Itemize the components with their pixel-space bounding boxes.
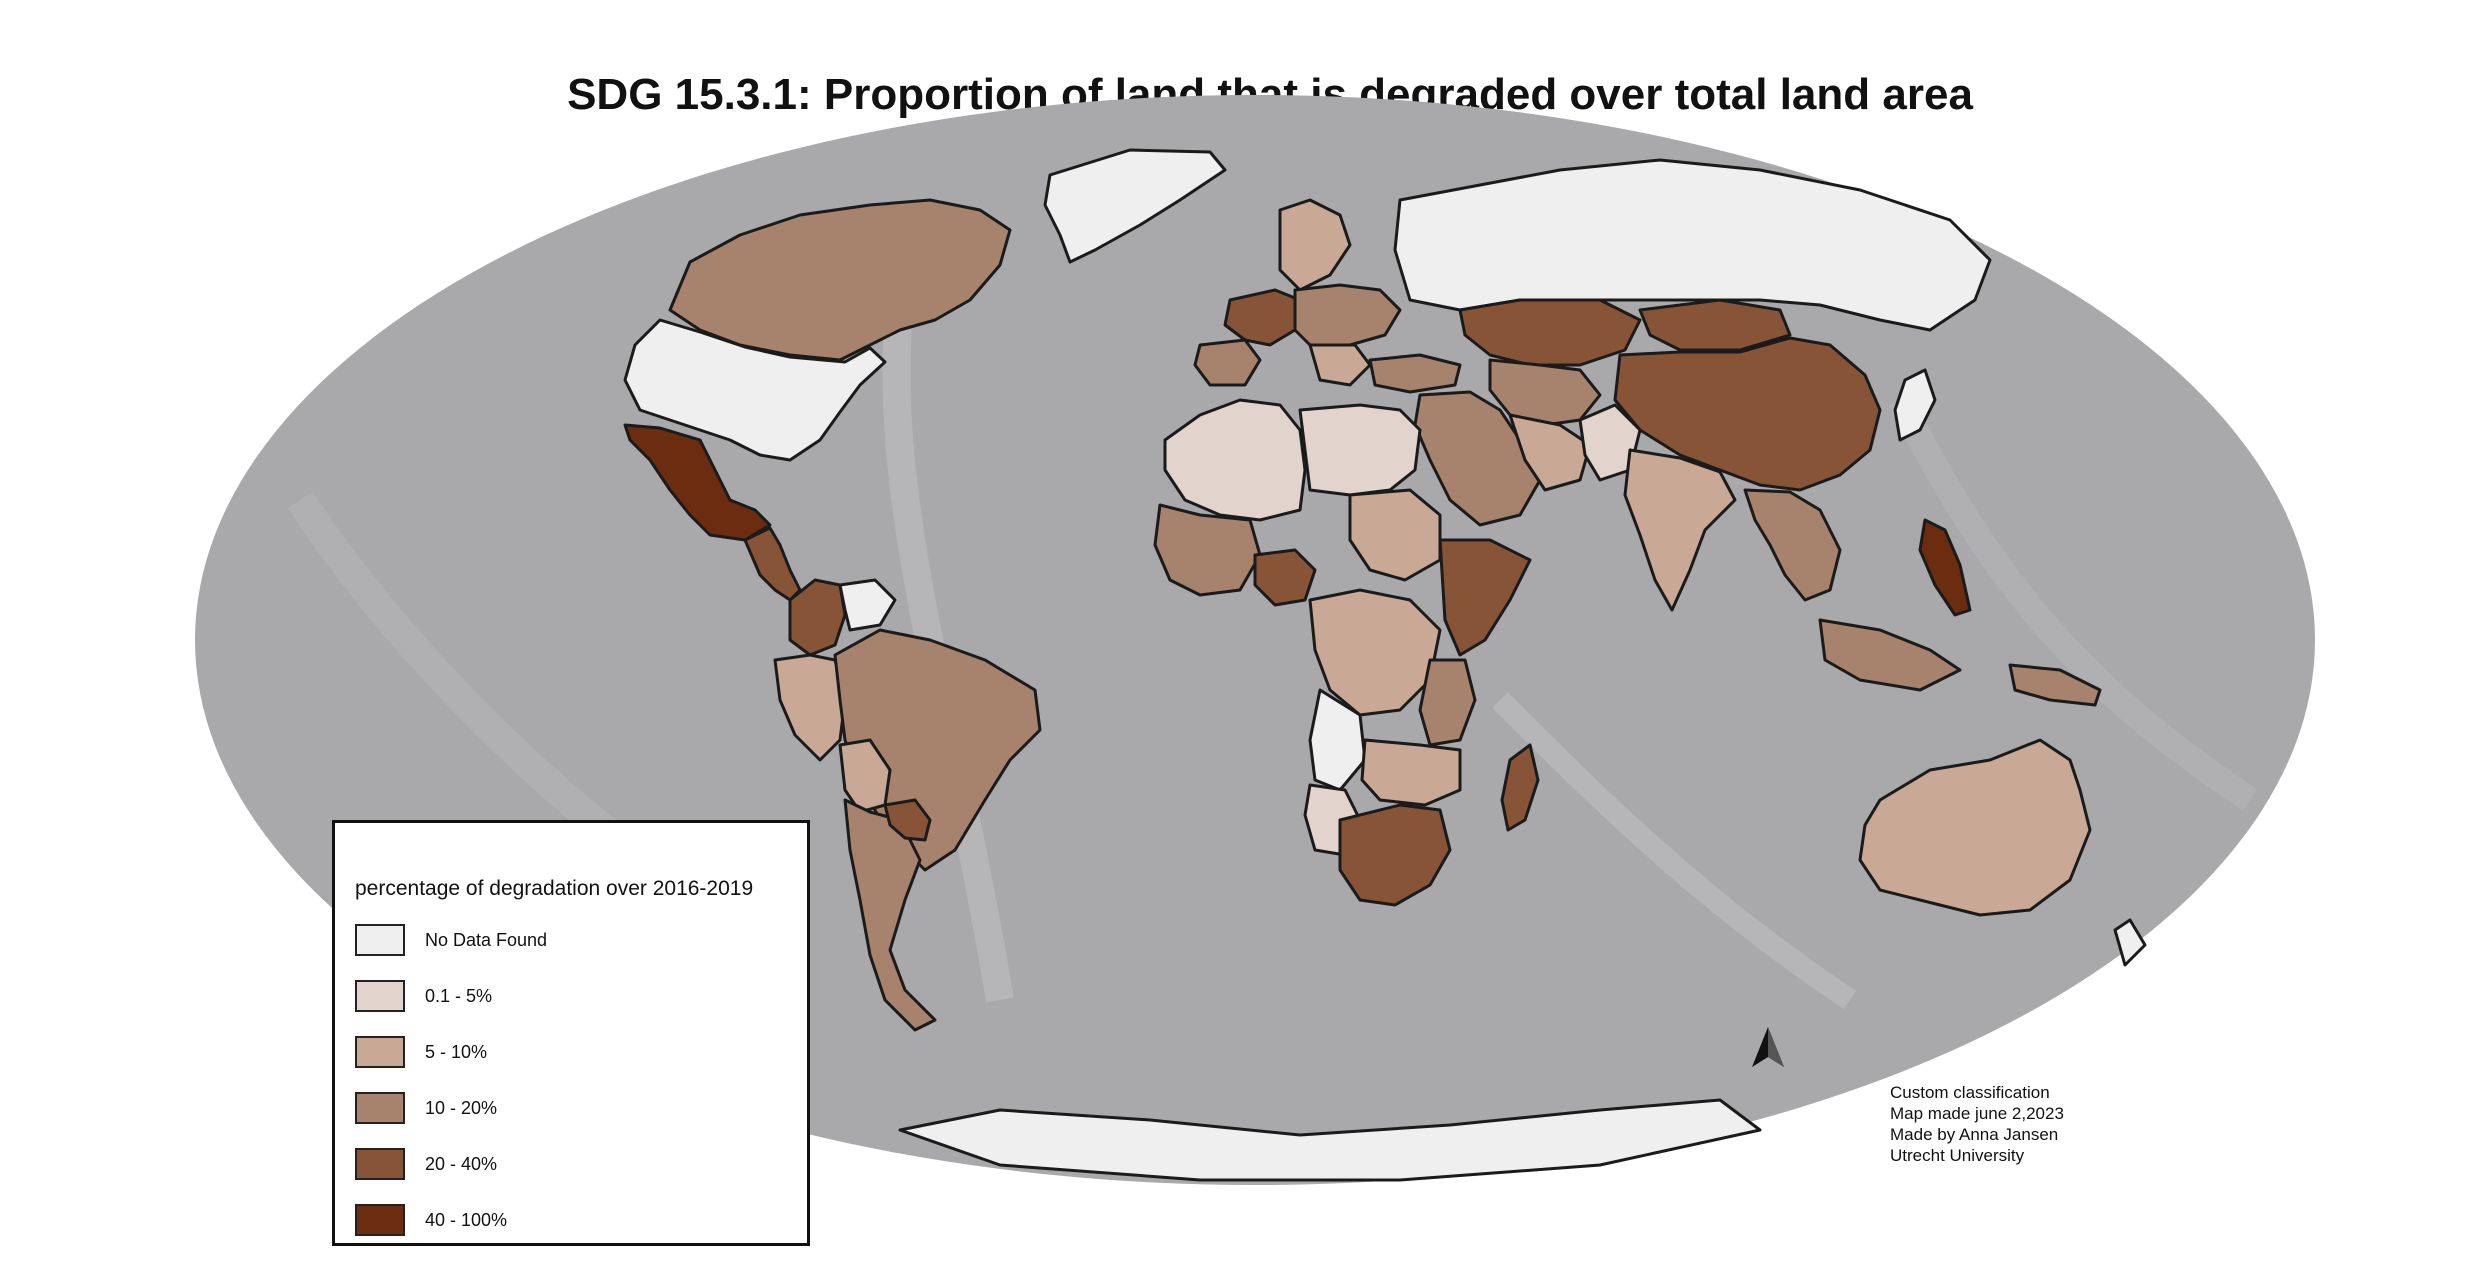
madagascar bbox=[1500, 743, 1540, 832]
horn-of-africa bbox=[1438, 538, 1532, 657]
southern-africa-north bbox=[1360, 738, 1462, 807]
legend-swatch-no-data bbox=[355, 924, 405, 956]
india bbox=[1623, 448, 1737, 612]
scandinavia bbox=[1278, 198, 1352, 292]
southeast-asia bbox=[1743, 488, 1842, 602]
indonesia bbox=[1818, 618, 1962, 692]
legend-item: 20 - 40% bbox=[355, 1147, 497, 1181]
australia bbox=[1858, 738, 2092, 917]
middle-east bbox=[1413, 390, 1542, 527]
legend-swatch-class-3 bbox=[355, 1092, 405, 1124]
credits-date: Map made june 2,2023 bbox=[1890, 1104, 2064, 1123]
central-africa bbox=[1308, 588, 1442, 717]
colombia bbox=[788, 578, 847, 657]
legend-title: percentage of degradation over 2016-2019 bbox=[355, 877, 754, 900]
southern-africa bbox=[1338, 803, 1452, 907]
credits-institution: Utrecht University bbox=[1890, 1146, 2025, 1165]
north-arrow-icon bbox=[1752, 1027, 1784, 1067]
legend-swatch-class-4 bbox=[355, 1148, 405, 1180]
ocean-relief bbox=[287, 298, 2258, 1010]
credits-author: Made by Anna Jansen bbox=[1890, 1125, 2059, 1144]
peru bbox=[773, 653, 847, 762]
sudan bbox=[1348, 488, 1442, 582]
north-africa-west bbox=[1163, 398, 1307, 522]
legend-swatch-class-2 bbox=[355, 1036, 405, 1068]
iberia bbox=[1193, 338, 1262, 387]
turkey bbox=[1368, 353, 1462, 394]
legend-item: No Data Found bbox=[355, 923, 547, 957]
central-america bbox=[743, 526, 802, 602]
west-africa bbox=[1153, 503, 1262, 597]
legend-item: 5 - 10% bbox=[355, 1035, 487, 1069]
europe-central bbox=[1293, 283, 1402, 347]
china bbox=[1613, 336, 1882, 492]
north-africa-east bbox=[1298, 403, 1422, 497]
legend-item: 0.1 - 5% bbox=[355, 979, 492, 1013]
legend-label: No Data Found bbox=[425, 929, 548, 950]
japan bbox=[1893, 368, 1937, 442]
balkans bbox=[1308, 343, 1372, 387]
legend-swatch-class-5 bbox=[355, 1204, 405, 1236]
legend-label: 0.1 - 5% bbox=[425, 985, 493, 1006]
legend-label: 10 - 20% bbox=[425, 1097, 498, 1118]
philippines bbox=[1918, 518, 1972, 617]
legend: percentage of degradation over 2016-2019… bbox=[332, 820, 810, 1246]
uruguay bbox=[883, 798, 932, 842]
antarctica bbox=[898, 1098, 1762, 1182]
new-zealand bbox=[2113, 918, 2147, 967]
kazakhstan bbox=[1458, 298, 1642, 367]
credits-classification: Custom classification bbox=[1890, 1083, 2050, 1102]
nigeria bbox=[1253, 548, 1317, 607]
legend-swatch-class-1 bbox=[355, 980, 405, 1012]
venezuela bbox=[838, 578, 897, 632]
mongolia bbox=[1638, 298, 1792, 352]
greenland bbox=[1043, 148, 1227, 264]
legend-label: 5 - 10% bbox=[425, 1041, 488, 1062]
map-credits: Custom classification Map made june 2,20… bbox=[1890, 1082, 2064, 1166]
legend-item: 10 - 20% bbox=[355, 1091, 497, 1125]
europe-west bbox=[1223, 288, 1302, 347]
legend-item: 40 - 100% bbox=[355, 1203, 507, 1237]
usa bbox=[623, 318, 887, 462]
legend-label: 40 - 100% bbox=[425, 1209, 508, 1230]
legend-label: 20 - 40% bbox=[425, 1153, 498, 1174]
east-africa bbox=[1418, 658, 1477, 747]
iran bbox=[1508, 413, 1592, 492]
papua-new-guinea bbox=[2008, 663, 2102, 707]
